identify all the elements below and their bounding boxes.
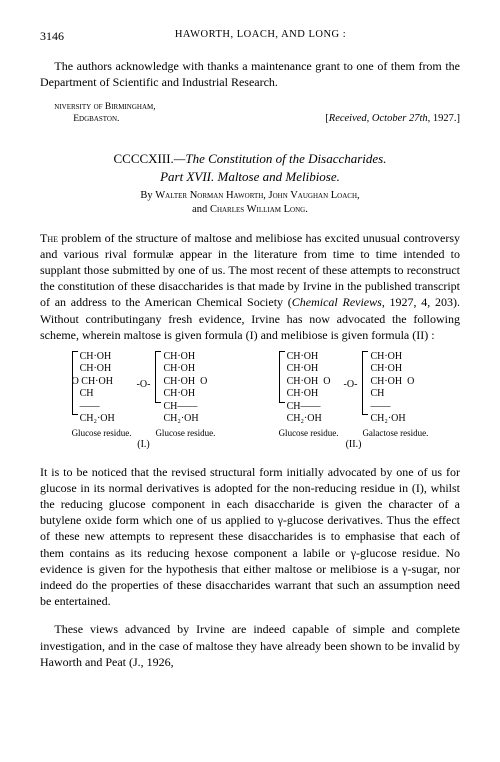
chem-row: CH·OH [80, 363, 132, 376]
residue-2b-rows: CH·OH CH·OH CH·OH O CH —— CH₂·OH [362, 351, 428, 426]
article-title: CCCCXIII.—The Constitution of the Disacc… [40, 150, 460, 185]
residue-2a-rows: CH·OH CH·OH CH·OH O CH·OH CH—— CH₂·OH [279, 351, 339, 426]
residue-label: Glucose residue. [72, 428, 132, 439]
title-line2: Part XVII. Maltose and Melibiose. [160, 169, 340, 184]
oxygen-link: -O- [343, 379, 359, 392]
formula-2: CH·OH CH·OH CH·OH O CH·OH CH—— CH₂·OH Gl… [277, 351, 431, 452]
chem-row: CH₂·OH [163, 413, 215, 426]
formula-1-pair: CH·OH CH·OH O CH·OH CH —— CH₂·OH Glucose… [70, 351, 218, 439]
affiliation-left: niversity of Birmingham, Edgbaston. [40, 101, 156, 127]
oxygen-link: -O- [136, 379, 152, 392]
chem-row: CH·OH [163, 388, 215, 401]
chem-row: CH [370, 388, 428, 401]
formula-2-number: (II.) [346, 439, 362, 452]
residue-label: Glucose residue. [155, 428, 215, 439]
bracket-icon [279, 351, 285, 403]
authors-line1: Walter Norman Haworth, John Vaughan Loac… [155, 190, 359, 201]
residue-2a: CH·OH CH·OH CH·OH O CH·OH CH—— CH₂·OH Gl… [277, 351, 341, 439]
by-label: By [140, 190, 155, 201]
paragraph-3: These views advanced by Irvine are indee… [40, 621, 460, 670]
chem-row: CH·OH O [370, 376, 428, 389]
residue-1b-rows: CH·OH CH·OH CH·OH O CH·OH CH—— CH₂·OH [155, 351, 215, 426]
chem-row: CH·OH [287, 388, 339, 401]
residue-1a: CH·OH CH·OH O CH·OH CH —— CH₂·OH Glucose… [70, 351, 134, 439]
chem-row: CH₂·OH [80, 413, 132, 426]
para1-italic: Chemical Reviews [292, 295, 382, 309]
article-number: CCCCXIII. [113, 151, 173, 166]
chem-row: CH·OH [163, 363, 215, 376]
affiliation-block: niversity of Birmingham, Edgbaston. [Rec… [40, 101, 460, 127]
residue-2b: CH·OH CH·OH CH·OH O CH —— CH₂·OH Galacto… [360, 351, 430, 439]
chem-row: CH·OH [370, 363, 428, 376]
header-spacer [457, 28, 460, 44]
chem-row: —— [370, 401, 428, 414]
affil-line1: niversity of Birmingham, [54, 101, 155, 114]
chem-row: CH—— [163, 401, 215, 414]
chem-row: CH—— [287, 401, 339, 414]
chem-row: CH·OH [80, 351, 132, 364]
chem-row: CH₂·OH [287, 413, 339, 426]
page: 3146 HAWORTH, LOACH, AND LONG : The auth… [0, 0, 500, 692]
chem-row: —— [80, 401, 132, 414]
formulae-block: CH·OH CH·OH O CH·OH CH —— CH₂·OH Glucose… [40, 351, 460, 452]
header: 3146 HAWORTH, LOACH, AND LONG : [40, 28, 460, 44]
chem-row: CH [80, 388, 132, 401]
bracket-icon [72, 351, 78, 415]
para1-firstword: The [40, 231, 58, 245]
chem-row: O CH·OH [72, 376, 132, 389]
received-date: [Received, October 27th, 1927.] [325, 112, 460, 126]
chem-row: CH·OH [287, 363, 339, 376]
authors: By Walter Norman Haworth, John Vaughan L… [40, 189, 460, 217]
chem-row: CH·OH O [163, 376, 215, 389]
and-label: and [192, 204, 210, 215]
chem-row: CH·OH [163, 351, 215, 364]
paragraph-1: The problem of the structure of maltose … [40, 230, 460, 343]
formula-2-pair: CH·OH CH·OH CH·OH O CH·OH CH—— CH₂·OH Gl… [277, 351, 431, 439]
acknowledgement: The authors acknowledge with thanks a ma… [40, 58, 460, 90]
residue-label: Galactose residue. [362, 428, 428, 439]
residue-1b: CH·OH CH·OH CH·OH O CH·OH CH—— CH₂·OH Gl… [153, 351, 217, 439]
residue-1a-rows: CH·OH CH·OH O CH·OH CH —— CH₂·OH [72, 351, 132, 426]
chem-row: CH·OH O [287, 376, 339, 389]
running-head: HAWORTH, LOACH, AND LONG : [175, 28, 346, 44]
formula-1-number: (I.) [137, 439, 150, 452]
authors-line2: Charles William Long. [210, 204, 308, 215]
chem-row: CH₂·OH [370, 413, 428, 426]
chem-row: CH·OH [287, 351, 339, 364]
bracket-icon [155, 351, 161, 403]
affil-line2: Edgbaston. [54, 113, 155, 126]
bracket-icon [362, 351, 368, 415]
received-text: Received, October 27th [329, 113, 428, 124]
page-number: 3146 [40, 28, 64, 44]
paragraph-2: It is to be noticed that the revised str… [40, 464, 460, 610]
residue-label: Glucose residue. [279, 428, 339, 439]
title-line1: —The Constitution of the Disaccharides. [174, 151, 387, 166]
chem-row: CH·OH [370, 351, 428, 364]
formula-1: CH·OH CH·OH O CH·OH CH —— CH₂·OH Glucose… [70, 351, 218, 452]
